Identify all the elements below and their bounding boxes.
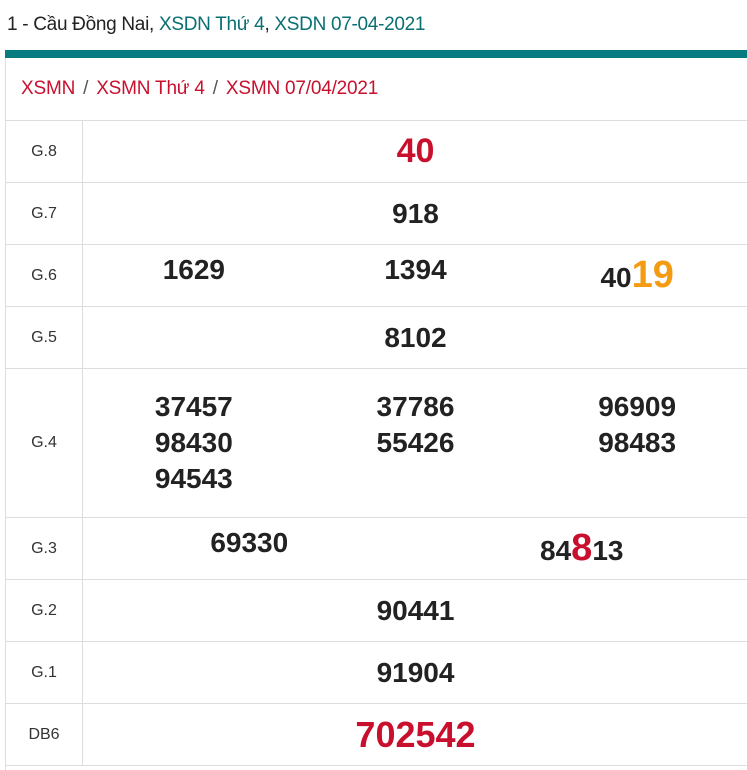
prize-numbers: 702542 xyxy=(82,703,747,766)
prize-row-g4: G.4 37457 37786 96909 98430 55426 98483 94543 xyxy=(6,368,747,518)
prize-number: 4019 xyxy=(600,254,674,296)
breadcrumb-xsmn-date[interactable]: XSMN 07/04/2021 xyxy=(225,78,379,99)
prize-label: G.3 xyxy=(6,517,83,580)
breadcrumb-xsmn[interactable]: XSMN xyxy=(21,78,76,99)
prize-number: 918 xyxy=(392,197,439,229)
prize-label: G.1 xyxy=(6,641,83,704)
prize-number: 90441 xyxy=(376,594,455,626)
prize-number: 55426 xyxy=(376,427,455,458)
prize-label: G.7 xyxy=(6,182,83,245)
highlight-digits: 702542 xyxy=(355,713,476,755)
prize-label: G.5 xyxy=(6,306,83,369)
prize-numbers: 918 xyxy=(82,182,747,245)
prize-row-g2: G.2 90441 xyxy=(6,579,747,642)
highlight-digits: 0 xyxy=(217,427,233,458)
prize-label: G.6 xyxy=(6,244,83,307)
prize-number: 91904 xyxy=(376,656,455,688)
prize-row-g7: G.7 918 xyxy=(6,182,747,245)
prize-numbers: 8102 xyxy=(82,306,747,369)
prize-numbers: 90441 xyxy=(82,579,747,642)
xsdn-weekday-link[interactable]: XSDN Thứ 4 xyxy=(158,14,265,35)
prize-number: 96909 xyxy=(598,391,677,422)
prize-row-g3: G.3 69330 84813 xyxy=(6,517,747,580)
prize-row-g8: G.8 40 xyxy=(6,120,747,183)
prize-number: 84813 xyxy=(540,527,624,569)
prize-number: 8102 xyxy=(384,321,447,353)
prize-number: 98483 xyxy=(598,427,677,458)
prize-number: 40 xyxy=(83,132,747,171)
prize-number: 98430 xyxy=(154,427,233,458)
prize-numbers: 40 xyxy=(82,120,747,183)
prize-row-g1: G.1 91904 xyxy=(6,641,747,704)
page-title: 1 - Cầu Đồng Nai, XSDN Thứ 4, XSDN 07-04… xyxy=(7,14,426,35)
xsdn-date-link[interactable]: XSDN 07-04-2021 xyxy=(274,14,426,35)
results-box: XSMN / XSMN Thứ 4/XSMN 07/04/2021 G.8 40 G.7… xyxy=(5,58,747,770)
breadcrumb-xsmn-weekday[interactable]: XSMN Thứ 4 xyxy=(96,78,205,99)
prize-label: G.8 xyxy=(6,120,83,183)
prize-row-g5: G.5 8102 xyxy=(6,306,747,369)
prize-row-g6: G.6 1629 1394 4019 xyxy=(6,244,747,307)
prize-number: 702542 xyxy=(83,714,747,756)
prize-label: DB6 xyxy=(6,703,83,766)
breadcrumb: XSMN / XSMN Thứ 4/XSMN 07/04/2021 xyxy=(21,78,379,99)
prize-numbers: 69330 84813 xyxy=(82,517,747,580)
prize-number: 69330 xyxy=(210,527,289,558)
prize-numbers: 91904 xyxy=(82,641,747,704)
prize-number: 94543 xyxy=(154,463,233,494)
prize-numbers: 37457 37786 96909 98430 55426 98483 94543 xyxy=(82,368,747,518)
highlight-digits: 40 xyxy=(396,132,435,170)
accent-bar xyxy=(5,50,747,58)
results-table: G.8 40 G.7 918 G.6 1629 1394 4019 G.5 8102 G.4 3745… xyxy=(6,120,747,766)
highlight-digits: 8 xyxy=(571,527,593,569)
prize-number: 37786 xyxy=(376,391,455,422)
prize-number: 37457 xyxy=(154,391,233,422)
prize-row-db6: DB6 702542 xyxy=(6,703,747,766)
prize-label: G.2 xyxy=(6,579,83,642)
prize-numbers: 1629 1394 4019 xyxy=(82,244,747,307)
highlight-digits: 19 xyxy=(631,254,674,296)
prize-number: 1394 xyxy=(384,254,447,285)
prize-number: 1629 xyxy=(162,254,225,285)
prize-label: G.4 xyxy=(6,368,83,518)
